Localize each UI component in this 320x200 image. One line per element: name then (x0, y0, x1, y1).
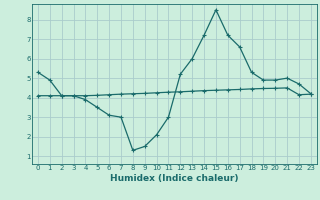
X-axis label: Humidex (Indice chaleur): Humidex (Indice chaleur) (110, 174, 239, 183)
